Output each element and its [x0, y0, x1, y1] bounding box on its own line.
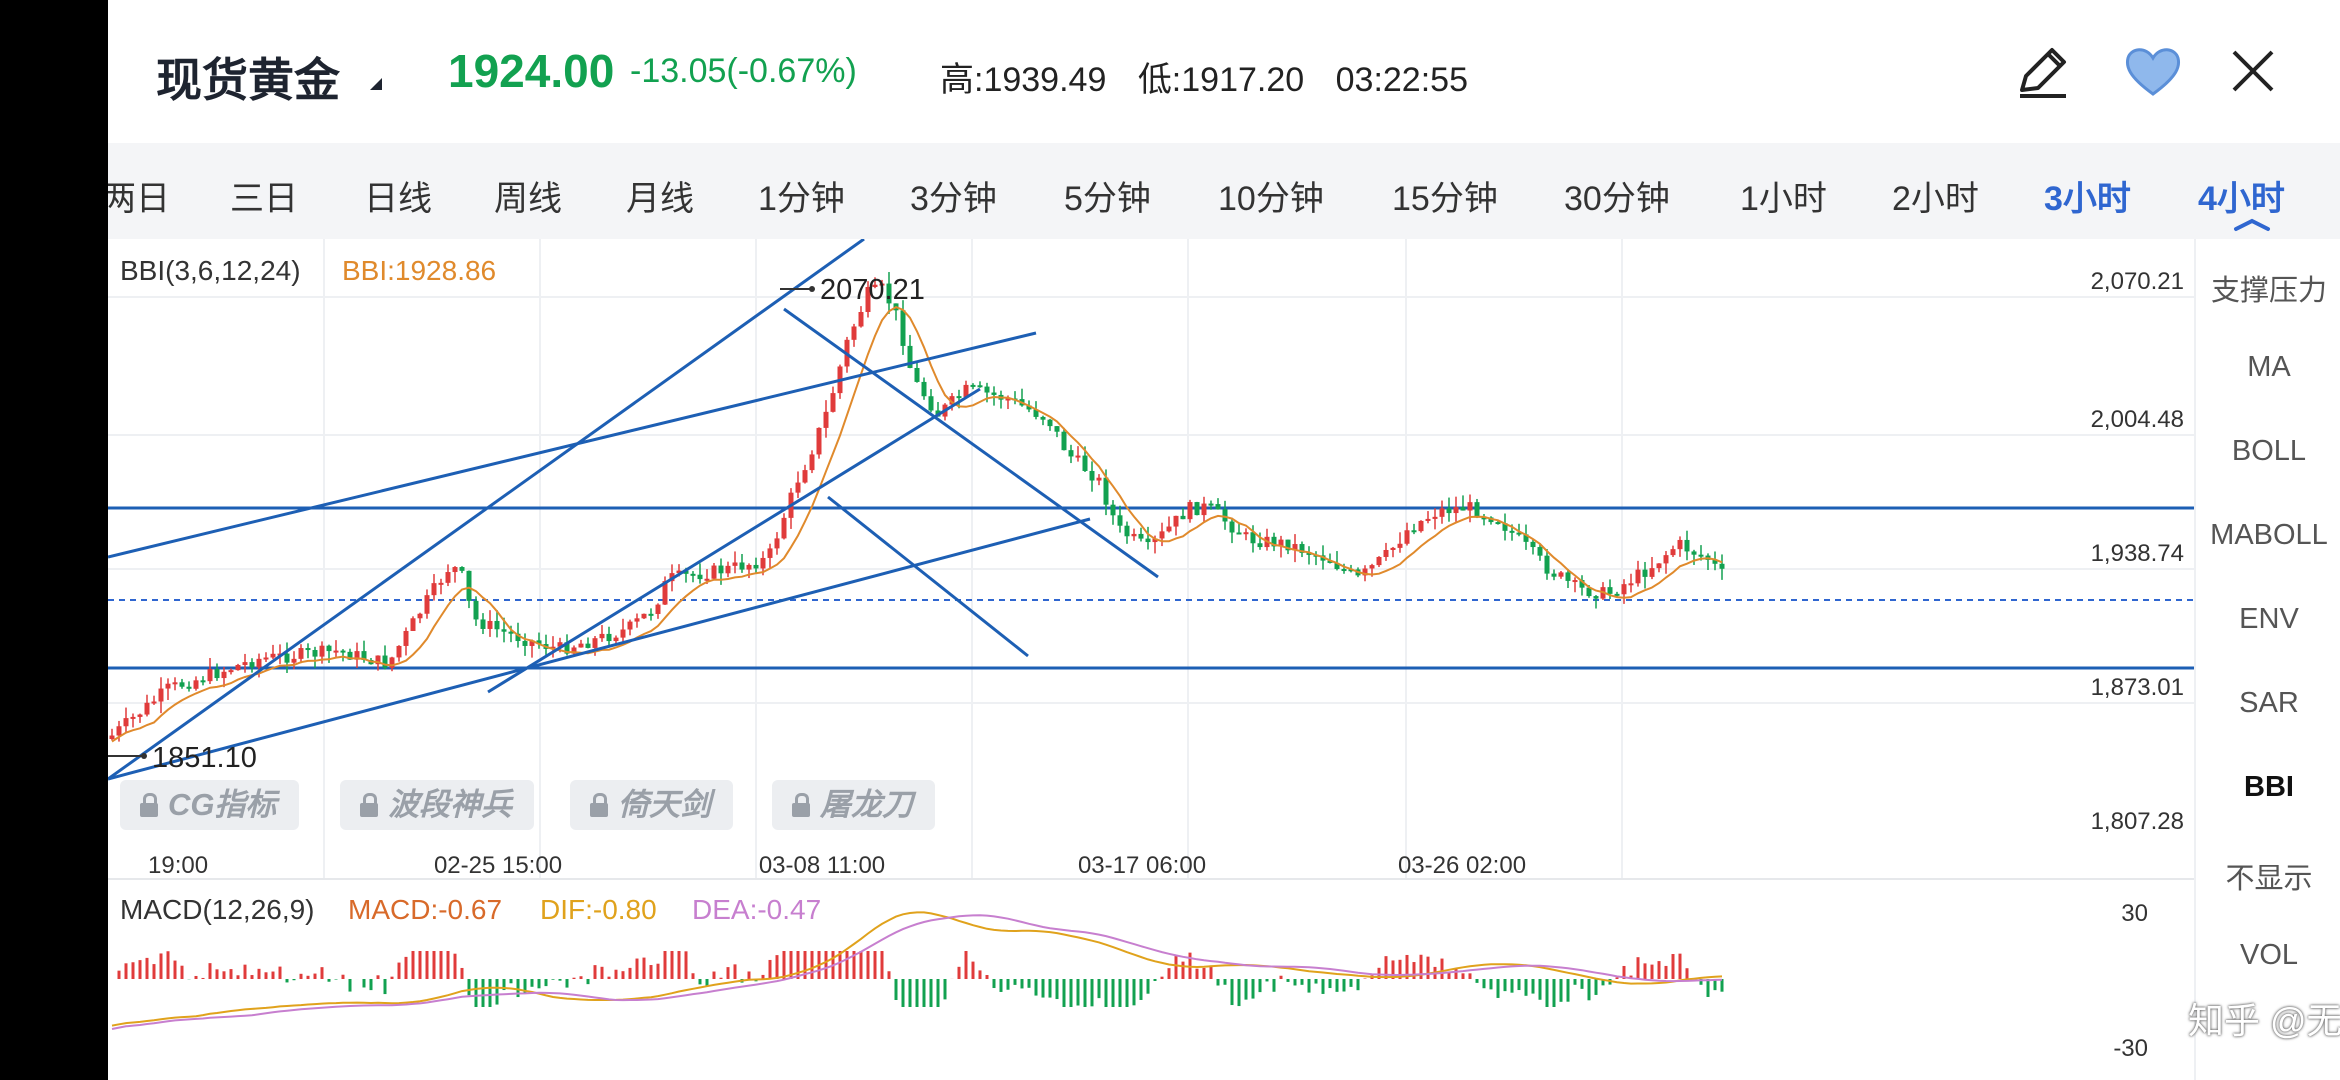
indicator-side-panel: 支撑压力 MA BOLL MABOLL ENV SAR BBI 不显示 VOL — [2194, 239, 2340, 1080]
bbi-indicator-value: BBI:1928.86 — [342, 255, 496, 286]
quote-time: 03:22:55 — [1335, 61, 1468, 99]
tab-daily[interactable]: 日线 — [364, 180, 432, 218]
price-axis-tick: 1,807.28 — [2091, 808, 2184, 835]
lock-icon — [140, 793, 158, 817]
tab-monthly[interactable]: 月线 — [626, 180, 694, 218]
tab-2day[interactable]: 两日 — [108, 180, 170, 218]
indicator-vol[interactable]: VOL — [2239, 939, 2299, 971]
tab-weekly[interactable]: 周线 — [494, 180, 562, 218]
chip-label: CG指标 — [168, 787, 277, 822]
macd-axis-top: 30 — [2121, 900, 2148, 927]
bbi-indicator-label[interactable]: BBI(3,6,12,24) — [120, 255, 301, 286]
macd-axis-bottom: -30 — [2113, 1035, 2148, 1062]
dea-line — [111, 914, 1723, 1030]
indicator-sar[interactable]: SAR — [2239, 687, 2299, 719]
device-black-edge — [0, 0, 108, 1080]
indicator-maboll[interactable]: MABOLL — [2210, 519, 2328, 551]
indicator-env[interactable]: ENV — [2239, 603, 2299, 635]
heart-icon[interactable] — [2118, 36, 2188, 106]
low-price: 低:1917.20 — [1137, 61, 1305, 99]
price-axis-tick: 1,873.01 — [2091, 674, 2184, 701]
indicator-boll[interactable]: BOLL — [2231, 435, 2307, 467]
trendline-falling-bottom — [827, 495, 1029, 658]
close-icon[interactable] — [2218, 36, 2288, 106]
tab-3hour[interactable]: 3小时 — [2044, 180, 2131, 218]
app-screen: 现货黄金 1924.00 -13.05(-0.67%) 高:1939.49 低:… — [108, 0, 2340, 1080]
last-price: 1924.00 — [448, 45, 615, 97]
high-price: 高:1939.49 — [940, 61, 1107, 99]
active-tab-indicator-icon — [2234, 218, 2270, 231]
zhihu-watermark: 知乎 @无声的梦 — [2188, 1000, 2340, 1041]
tab-1hour[interactable]: 1小时 — [1740, 180, 1827, 218]
edit-icon[interactable] — [2008, 36, 2078, 106]
lock-icon — [590, 793, 608, 817]
dif-line — [111, 911, 1723, 1027]
instrument-title[interactable]: 现货黄金 — [156, 54, 340, 106]
tab-4hour[interactable]: 4小时 — [2198, 180, 2285, 218]
trendline-rising-inner — [487, 387, 981, 694]
tab-2hour[interactable]: 2小时 — [1892, 180, 1979, 218]
macd-value: MACD:-0.67 — [348, 894, 502, 925]
chip-label: 倚天剑 — [618, 787, 711, 822]
time-axis-tick: 03-08 11:00 — [759, 852, 885, 879]
locked-indicator-boduan[interactable]: 波段神兵 — [340, 780, 534, 830]
time-axis-tick: 03-17 06:00 — [1078, 852, 1206, 879]
locked-indicator-cg[interactable]: CG指标 — [120, 780, 299, 830]
indicator-support-resistance[interactable]: 支撑压力 — [2210, 275, 2327, 307]
lock-icon — [792, 793, 810, 817]
chip-label: 波段神兵 — [388, 787, 512, 822]
time-axis-tick: 03-26 02:00 — [1398, 852, 1526, 879]
price-change: -13.05(-0.67%) — [630, 52, 857, 90]
chip-label: 屠龙刀 — [820, 787, 913, 822]
lock-icon — [360, 793, 378, 817]
min-marker-dot — [141, 753, 147, 759]
locked-indicator-tulong[interactable]: 屠龙刀 — [772, 780, 935, 830]
tab-3day[interactable]: 三日 — [230, 180, 298, 218]
drawn-trendlines[interactable] — [108, 239, 1159, 781]
period-tabs: 两日 三日 日线 周线 月线 1分钟 3分钟 5分钟 10分钟 15分钟 30分… — [108, 143, 2340, 239]
dif-value: DIF:-0.80 — [540, 894, 657, 925]
tab-5min[interactable]: 5分钟 — [1064, 180, 1151, 218]
macd-histogram — [117, 951, 1724, 1007]
min-price-marker: 1851.10 — [152, 742, 257, 774]
macd-label[interactable]: MACD(12,26,9) — [120, 894, 315, 925]
time-axis: 19:00 02-25 15:00 03-08 11:00 03-17 06:00 03… — [148, 852, 1526, 879]
price-axis-tick: 2,004.48 — [2091, 406, 2184, 433]
tab-10min[interactable]: 10分钟 — [1218, 180, 1324, 218]
tab-1min[interactable]: 1分钟 — [758, 180, 845, 218]
trendline-falling-top — [783, 307, 1159, 579]
indicator-ma[interactable]: MA — [2247, 351, 2291, 383]
trendline-lower-channel — [108, 517, 1091, 781]
instrument-dropdown-caret-icon[interactable] — [370, 78, 382, 90]
dea-value: DEA:-0.47 — [692, 894, 821, 925]
trendline-upper-channel — [108, 239, 865, 781]
time-axis-tick: 19:00 — [148, 852, 208, 879]
bbi-line — [111, 305, 1723, 743]
price-axis-tick: 2,070.21 — [2091, 268, 2184, 295]
indicator-none[interactable]: 不显示 — [2225, 863, 2313, 895]
max-marker-dot — [809, 286, 815, 292]
tab-15min[interactable]: 15分钟 — [1392, 180, 1498, 218]
trendline-wedge-top — [108, 331, 1037, 559]
high-low-time: 高:1939.49 低:1917.20 03:22:55 — [940, 52, 1490, 101]
indicator-bbi[interactable]: BBI — [2244, 771, 2294, 803]
quote-header: 现货黄金 1924.00 -13.05(-0.67%) 高:1939.49 低:… — [108, 0, 2340, 143]
price-axis-tick: 1,938.74 — [2091, 540, 2184, 567]
tab-30min[interactable]: 30分钟 — [1564, 180, 1670, 218]
max-price-marker: 2070.21 — [820, 274, 925, 306]
time-axis-tick: 02-25 15:00 — [434, 852, 562, 879]
locked-indicator-yitian[interactable]: 倚天剑 — [570, 780, 733, 830]
kline-chart[interactable]: BBI(3,6,12,24) BBI:1928.86 2070.21 1851.… — [108, 239, 2194, 1080]
tab-3min[interactable]: 3分钟 — [910, 180, 997, 218]
price-axis: 2,070.21 2,004.48 1,938.74 1,873.01 1,807.28 — [2091, 268, 2184, 835]
